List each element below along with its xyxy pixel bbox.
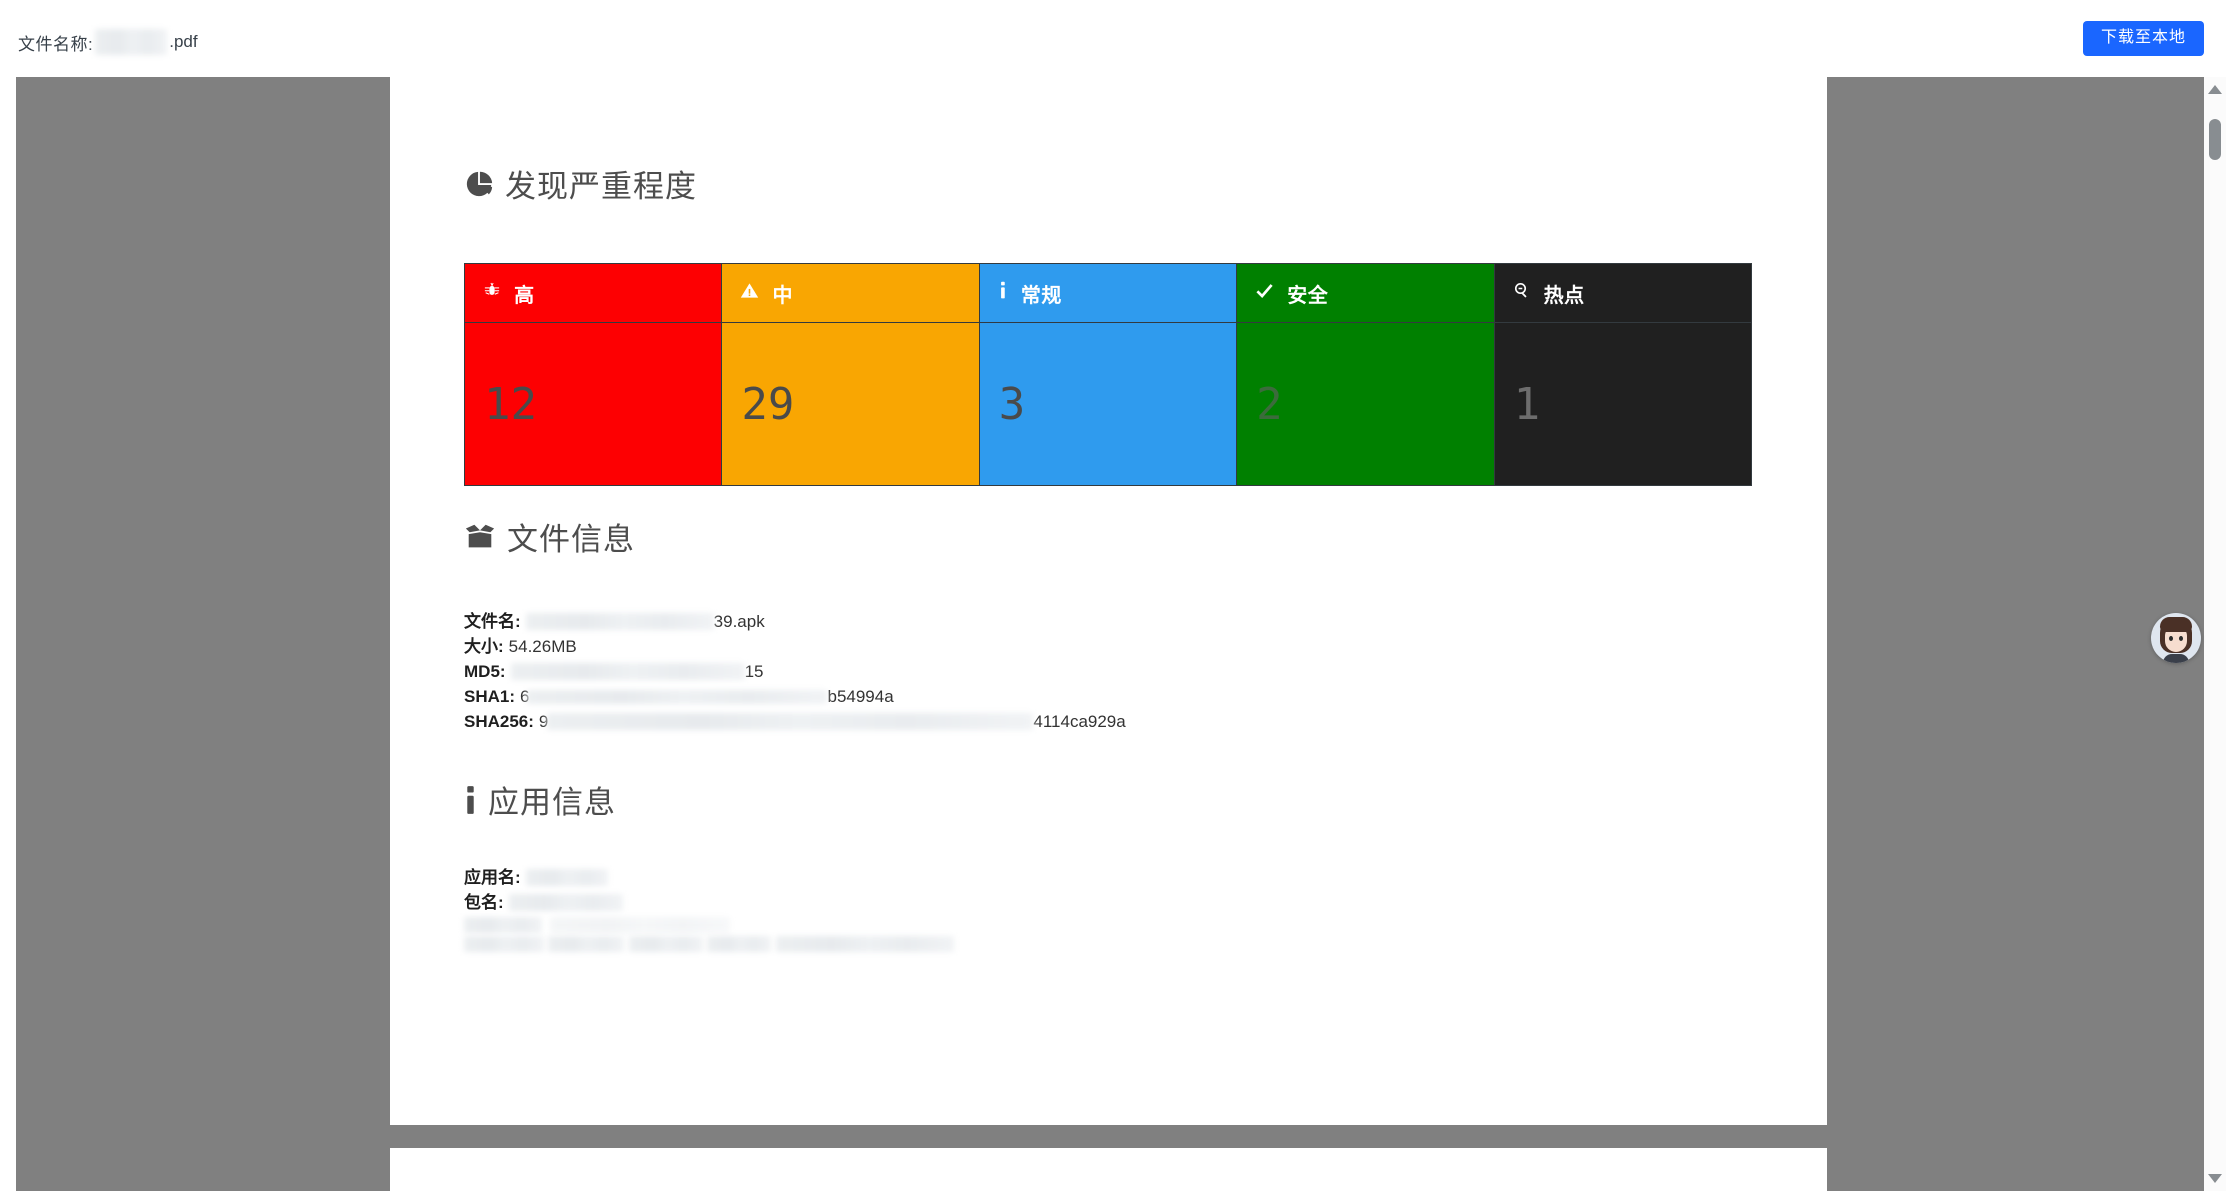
- severity-count-row: 12 29 3 2 1: [463, 322, 1753, 486]
- file-info-redacted-sha256: [547, 713, 1034, 730]
- pdf-viewer[interactable]: 发现严重程度: [16, 77, 2210, 1191]
- magnifier-icon: [1513, 281, 1531, 305]
- redacted-line-segment: [550, 917, 730, 933]
- file-info-value-sha1-prefix: 6: [520, 687, 530, 706]
- file-info-row-md5: MD5: 15: [464, 659, 1126, 684]
- severity-header-medium: 中: [721, 263, 980, 323]
- avatar-body: [2163, 654, 2189, 663]
- severity-count-medium: 29: [721, 322, 980, 486]
- severity-header-hotspot: 热点: [1493, 263, 1753, 323]
- severity-count-info: 3: [978, 322, 1238, 486]
- file-info-redacted-sha1: [527, 689, 828, 704]
- redacted-line: [628, 936, 703, 952]
- severity-section-title: 发现严重程度: [464, 161, 697, 206]
- file-info-redacted-filename: [525, 613, 714, 630]
- redacted-line: [548, 936, 625, 952]
- severity-label-secure: 安全: [1287, 284, 1329, 307]
- severity-count-hotspot: 1: [1493, 322, 1753, 486]
- avatar-fringe: [2160, 617, 2192, 632]
- filename-extension: .pdf: [169, 32, 198, 51]
- check-icon: [1255, 281, 1274, 306]
- severity-table: 高 中: [463, 263, 1753, 486]
- severity-count-high: 12: [463, 322, 723, 486]
- info-icon: [998, 281, 1008, 306]
- app-info-row-package: 包名:: [464, 890, 623, 915]
- severity-label-medium: 中: [772, 284, 793, 307]
- customer-service-avatar-icon[interactable]: [2151, 613, 2201, 663]
- severity-header-secure: 安全: [1236, 263, 1495, 323]
- app-info-redacted-block: [464, 917, 954, 955]
- scroll-down-arrow-icon[interactable]: [2208, 1174, 2222, 1183]
- file-info-value-filename-suffix: 39.apk: [713, 612, 765, 631]
- app-info-redacted-appname: [525, 869, 608, 886]
- scroll-up-arrow-icon[interactable]: [2208, 85, 2222, 94]
- severity-count-secure: 2: [1236, 322, 1495, 486]
- file-info-title-text: 文件信息: [507, 522, 635, 557]
- file-info-key-sha1: SHA1:: [464, 687, 516, 706]
- filename-label: 文件名称:: [18, 34, 94, 54]
- open-box-icon: [464, 522, 496, 552]
- filename-display: 文件名称: .pdf: [18, 29, 198, 55]
- app-info-list: 应用名: 包名:: [464, 865, 623, 915]
- redacted-line: [464, 936, 544, 952]
- redacted-line: [775, 936, 954, 952]
- severity-header-high: 高: [463, 263, 723, 323]
- file-info-row-size: 大小: 54.26MB: [464, 634, 1126, 659]
- file-info-value-sha256-suffix: 4114ca929a: [1033, 712, 1126, 731]
- app-info-row-appname: 应用名:: [464, 865, 623, 890]
- avatar-eye-left: [2169, 636, 2173, 641]
- file-info-value-size: 54.26MB: [508, 637, 577, 656]
- file-info-value-sha1-suffix: b54994a: [827, 687, 894, 706]
- severity-header-info: 常规: [978, 263, 1238, 323]
- file-info-redacted-md5: [510, 663, 745, 680]
- info-icon: [464, 785, 477, 815]
- pdf-page-2: [390, 1148, 1827, 1191]
- file-info-value-sha256-prefix: 9: [538, 712, 549, 731]
- filename-redacted-value: [95, 29, 168, 55]
- file-info-row-sha256: SHA256: 9 4114ca929a: [464, 709, 1126, 734]
- redacted-line: [707, 936, 772, 952]
- pie-chart-icon: [464, 169, 494, 199]
- pdf-page-1: 发现严重程度: [390, 77, 1827, 1125]
- file-info-section-title: 文件信息: [464, 514, 635, 559]
- file-info-row-sha1: SHA1: 6 b54994a: [464, 684, 1126, 709]
- file-info-key-md5: MD5:: [464, 662, 506, 681]
- file-info-list: 文件名: 39.apk 大小: 54.26MB MD5: 15 SHA1: 6: [464, 609, 1126, 734]
- avatar-eye-right: [2179, 636, 2183, 641]
- app-info-key-appname: 应用名:: [464, 868, 521, 887]
- file-info-key-filename: 文件名:: [464, 612, 521, 631]
- app-info-section-title: 应用信息: [464, 777, 616, 822]
- file-info-key-sha256: SHA256:: [464, 712, 534, 731]
- scrollbar-thumb[interactable]: [2209, 119, 2221, 160]
- severity-label-hotspot: 热点: [1543, 284, 1585, 307]
- severity-label-high: 高: [514, 284, 535, 307]
- redacted-line-segment: [464, 917, 542, 933]
- file-info-key-size: 大小:: [464, 637, 504, 656]
- bug-icon: [483, 281, 501, 305]
- file-info-value-md5-suffix: 15: [744, 662, 764, 681]
- vertical-scrollbar[interactable]: [2204, 77, 2226, 1191]
- severity-header-row: 高 中: [463, 263, 1753, 323]
- file-info-row-filename: 文件名: 39.apk: [464, 609, 1126, 634]
- app-header: 文件名称: .pdf 下载至本地: [0, 0, 2226, 77]
- severity-title-text: 发现严重程度: [505, 169, 697, 204]
- app-info-redacted-package: [508, 894, 623, 911]
- app-info-title-text: 应用信息: [488, 785, 616, 820]
- app-info-key-package: 包名:: [464, 893, 504, 912]
- severity-label-info: 常规: [1020, 284, 1062, 307]
- warning-icon: [740, 281, 759, 306]
- download-button[interactable]: 下载至本地: [2082, 21, 2204, 56]
